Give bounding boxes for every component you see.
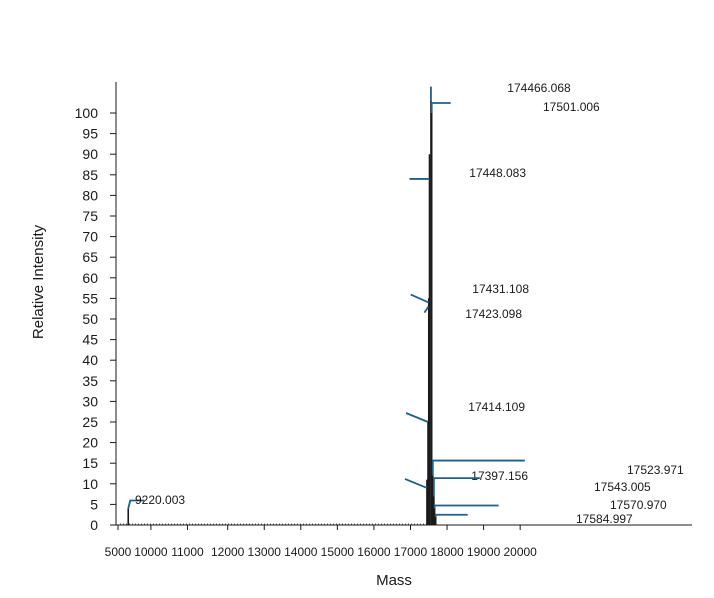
y-tick-label: 95 — [82, 126, 98, 142]
y-tick-label: 100 — [75, 105, 99, 121]
y-tick-label: 50 — [82, 311, 98, 327]
peak-callout-line — [410, 293, 430, 304]
x-tick-label: 19000 — [467, 545, 501, 559]
y-tick-label: 25 — [82, 414, 98, 430]
x-tick-label: 20000 — [503, 545, 537, 559]
y-tick-label: 20 — [82, 435, 98, 451]
peak-label: 17501.006 — [543, 100, 600, 114]
x-tick-label: 15000 — [321, 545, 355, 559]
y-tick-label: 70 — [82, 229, 98, 245]
spectrum-trace — [120, 100, 437, 525]
peak-callout-line — [404, 478, 428, 489]
y-tick-label: 65 — [82, 249, 98, 265]
peak-label: 17570.970 — [610, 498, 667, 512]
y-tick-label: 30 — [82, 393, 98, 409]
y-tick-label: 5 — [90, 496, 98, 512]
x-axis-ticks: 5000 10000 11000 12000 13000 14000 15000 16000 1… — [105, 525, 537, 559]
peak-callout-line — [430, 102, 451, 113]
y-tick-label: 85 — [82, 167, 98, 183]
y-tick-label: 75 — [82, 208, 98, 224]
x-tick-label: 5000 — [105, 545, 132, 559]
axes — [115, 82, 692, 526]
peak-annotations: 9220.003 174466.068 17501.006 17448.083 1743… — [127, 81, 684, 526]
x-tick-label: 12000 — [211, 545, 245, 559]
y-tick-label: 90 — [82, 146, 98, 162]
x-tick-label: 18000 — [430, 545, 464, 559]
peak-label: 17397.156 — [471, 469, 528, 483]
y-tick-label: 10 — [82, 476, 98, 492]
y-tick-label: 45 — [82, 332, 98, 348]
y-axis-title: Relative Intensity — [30, 224, 47, 339]
peak-label: 17448.083 — [469, 166, 526, 180]
peak-callout-line — [405, 412, 429, 423]
x-tick-label: 16000 — [357, 545, 391, 559]
y-tick-label: 80 — [82, 187, 98, 203]
x-tick-label: 10000 — [134, 545, 168, 559]
peak-label: 17431.108 — [472, 282, 529, 296]
x-tick-label: 11000 — [171, 545, 204, 559]
y-tick-label: 35 — [82, 373, 98, 389]
x-tick-label: 17000 — [394, 545, 428, 559]
x-tick-label: 14000 — [284, 545, 318, 559]
y-axis-ticks: 0 5 10 15 20 25 30 35 40 45 50 55 60 65 70 75 80 85 90 95 10… — [75, 105, 116, 533]
peak-label: 17423.098 — [465, 307, 522, 321]
y-tick-label: 55 — [82, 290, 98, 306]
y-tick-label: 40 — [82, 352, 98, 368]
peak-label: 17543.005 — [594, 480, 651, 494]
x-tick-label: 13000 — [248, 545, 282, 559]
peak-callout-line — [127, 499, 145, 509]
peak-callout-line — [433, 504, 499, 509]
peak-label: 17414.109 — [468, 400, 525, 414]
peak-label: 17584.997 — [576, 512, 633, 526]
y-tick-label: 0 — [90, 517, 98, 533]
peak-callout-line — [431, 459, 525, 476]
x-axis-title: Mass — [376, 572, 412, 589]
peak-callout-line — [434, 513, 468, 517]
peak-label: 17523.971 — [627, 463, 684, 477]
peak-callout-line — [423, 306, 430, 314]
peak-label: 9220.003 — [135, 493, 185, 507]
y-tick-label: 15 — [82, 455, 98, 471]
peak-label: 174466.068 — [507, 81, 571, 95]
y-tick-label: 60 — [82, 270, 98, 286]
peak-callout-line — [432, 477, 480, 497]
